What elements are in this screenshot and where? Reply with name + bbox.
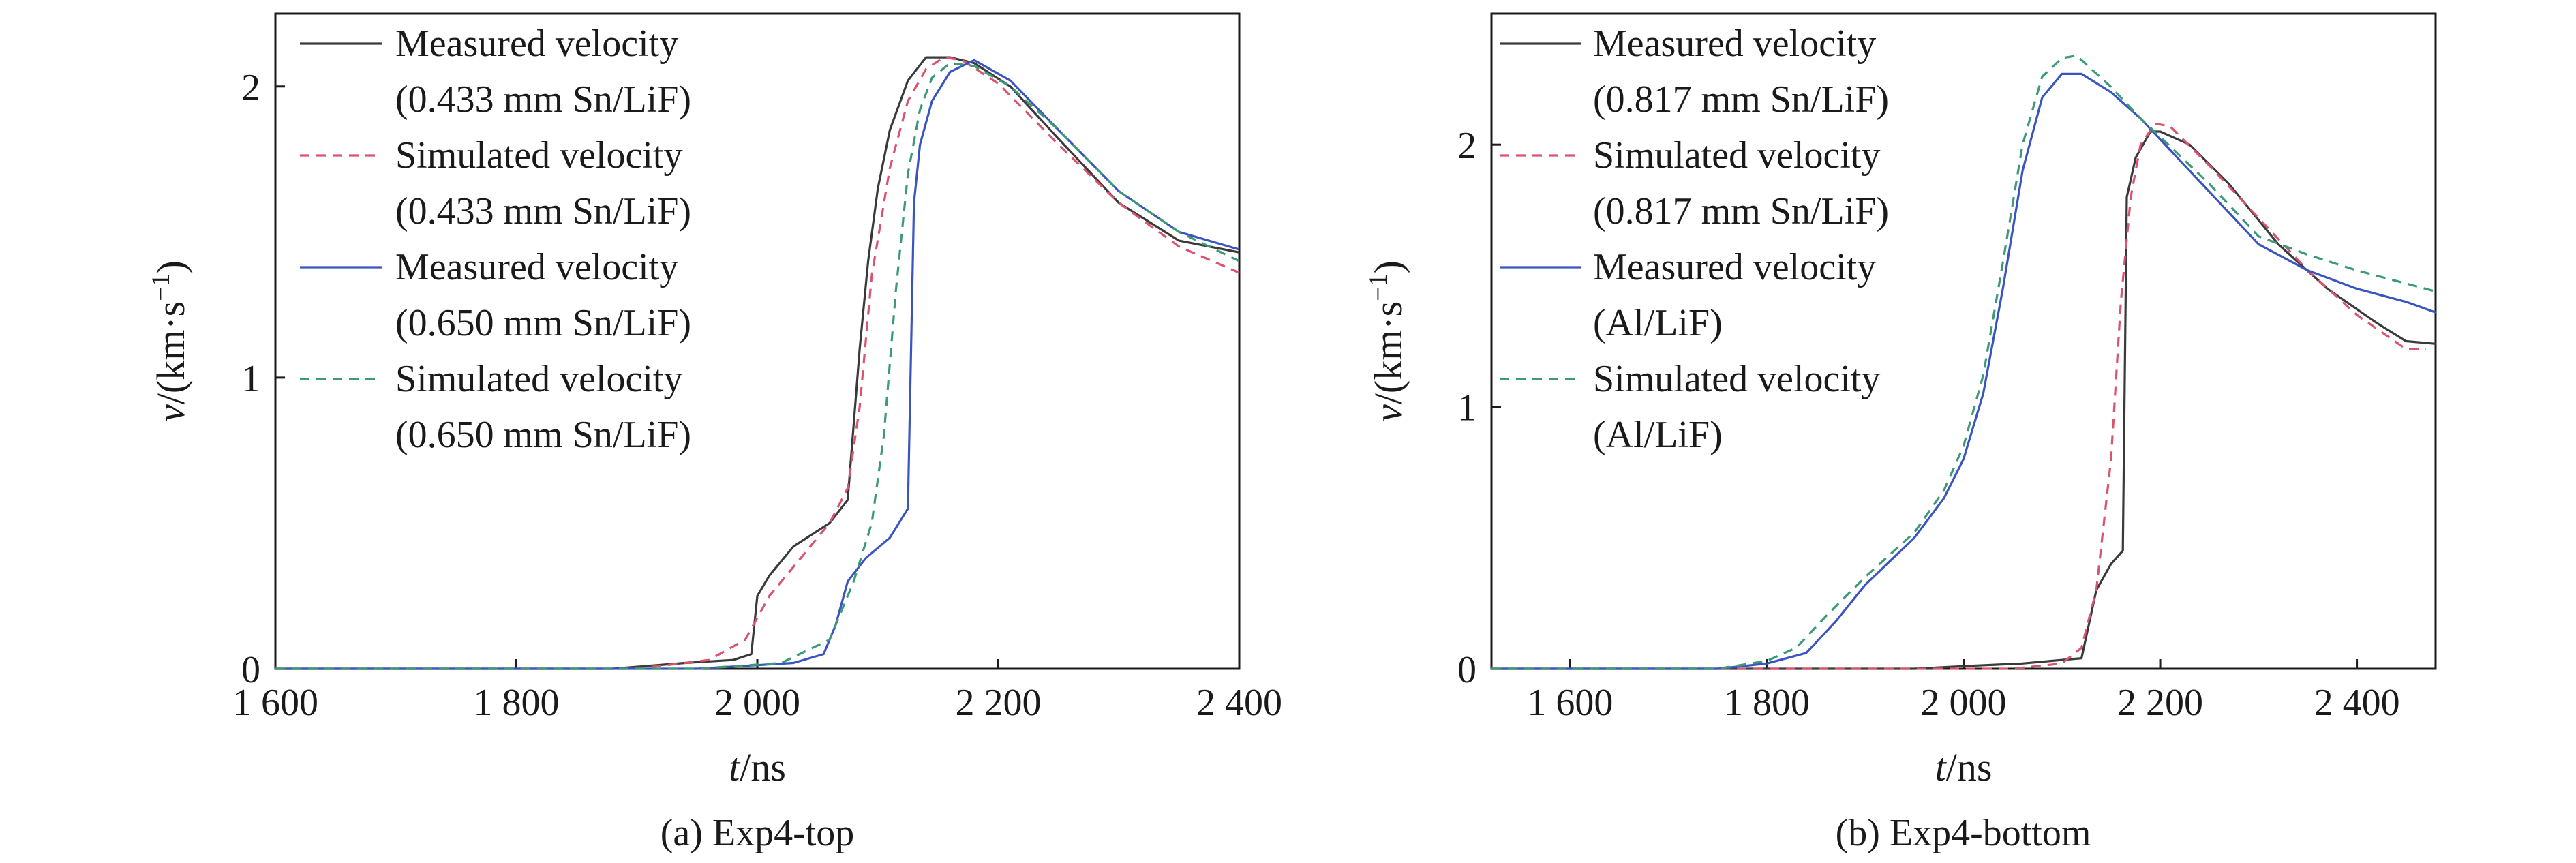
x-axis-symbol: t — [729, 745, 741, 789]
legend: Measured velocity (0.817 mm Sn/LiF) Simula… — [1500, 22, 1889, 456]
y-tick-label: 2 — [241, 67, 260, 109]
x-tick-label: 1 600 — [1527, 682, 1613, 724]
legend-entry-name: Simulated velocity — [1593, 134, 1880, 177]
y-tick-label: 0 — [1457, 649, 1476, 691]
x-axis-label: t/ns — [1935, 745, 1992, 789]
x-axis-unit: /ns — [1946, 745, 1992, 789]
x-tick-label: 2 000 — [1921, 682, 2007, 724]
x-tick-label: 2 200 — [2117, 682, 2203, 724]
legend-entry-sample: (0.650 mm Sn/LiF) — [395, 414, 691, 456]
legend-entry-sample: (Al/LiF) — [1593, 302, 1723, 344]
x-tick-label: 2 000 — [714, 682, 800, 724]
legend-entry-name: Measured velocity — [395, 246, 678, 288]
y-axis-label: v/(km·s−1) — [1364, 260, 1410, 422]
y-axis-unit: /(km·s — [1366, 301, 1410, 404]
series-line-3 — [1491, 72, 2436, 670]
legend-entry-sample: (Al/LiF) — [1593, 414, 1723, 456]
y-axis-unit: /(km·s — [149, 301, 193, 404]
x-tick-label: 2 400 — [1196, 682, 1282, 724]
legend-entry-name: Simulated velocity — [395, 134, 682, 177]
x-tick-label: 1 800 — [474, 682, 560, 724]
chart-panel-a: 1 600 1 800 2 000 2 200 2 400 0 1 2 t/ns v/(km·s−… — [147, 12, 1282, 854]
x-axis-label: t/ns — [729, 745, 786, 789]
series-line-4 — [275, 61, 1240, 670]
series-line-1 — [275, 56, 1240, 670]
legend-entry-name: Simulated velocity — [1593, 358, 1880, 400]
legend-entry-sample: (0.433 mm Sn/LiF) — [395, 78, 691, 121]
legend-entry-sample: (0.817 mm Sn/LiF) — [1593, 190, 1889, 232]
panel-caption: (a) Exp4-top — [661, 812, 855, 854]
chart-panel-b: 1 600 1 800 2 000 2 200 2 400 0 1 2 t/ns v/(km·s−… — [1364, 12, 2437, 854]
legend: Measured velocity (0.433 mm Sn/LiF) Simula… — [300, 22, 691, 456]
series-line-2 — [1491, 122, 2426, 670]
legend-entry-sample: (0.650 mm Sn/LiF) — [395, 302, 691, 344]
legend-entry-name: Measured velocity — [1593, 22, 1876, 65]
y-tick-label: 0 — [241, 649, 260, 691]
y-axis-close: ) — [149, 260, 193, 273]
legend-entry-sample: (0.433 mm Sn/LiF) — [395, 190, 691, 232]
x-tick-label: 2 200 — [956, 682, 1042, 724]
legend-entry-name: Simulated velocity — [395, 358, 682, 400]
x-tick-label: 1 600 — [232, 682, 318, 724]
y-tick-label: 2 — [1457, 125, 1476, 167]
legend-entry-sample: (0.817 mm Sn/LiF) — [1593, 78, 1889, 121]
y-tick-label: 1 — [1457, 387, 1476, 429]
series-line-3 — [275, 59, 1240, 670]
legend-entry-name: Measured velocity — [1593, 246, 1876, 288]
x-axis-symbol: t — [1935, 745, 1948, 789]
series-line-1 — [1491, 130, 2436, 670]
panel-caption: (b) Exp4-bottom — [1836, 812, 2091, 854]
x-tick-label: 2 400 — [2314, 682, 2400, 724]
y-axis-exponent: −1 — [1364, 273, 1393, 301]
y-axis-exponent: −1 — [147, 273, 175, 301]
legend-entry-name: Measured velocity — [395, 22, 678, 65]
y-axis-close: ) — [1366, 260, 1410, 273]
x-tick-label: 1 800 — [1724, 682, 1810, 724]
y-axis-label: v/(km·s−1) — [147, 260, 193, 422]
x-axis-unit: /ns — [740, 745, 786, 789]
series-line-4 — [1491, 54, 2436, 670]
y-axis-symbol: v — [1366, 404, 1410, 422]
y-tick-label: 1 — [241, 358, 260, 400]
y-axis-symbol: v — [149, 404, 193, 422]
